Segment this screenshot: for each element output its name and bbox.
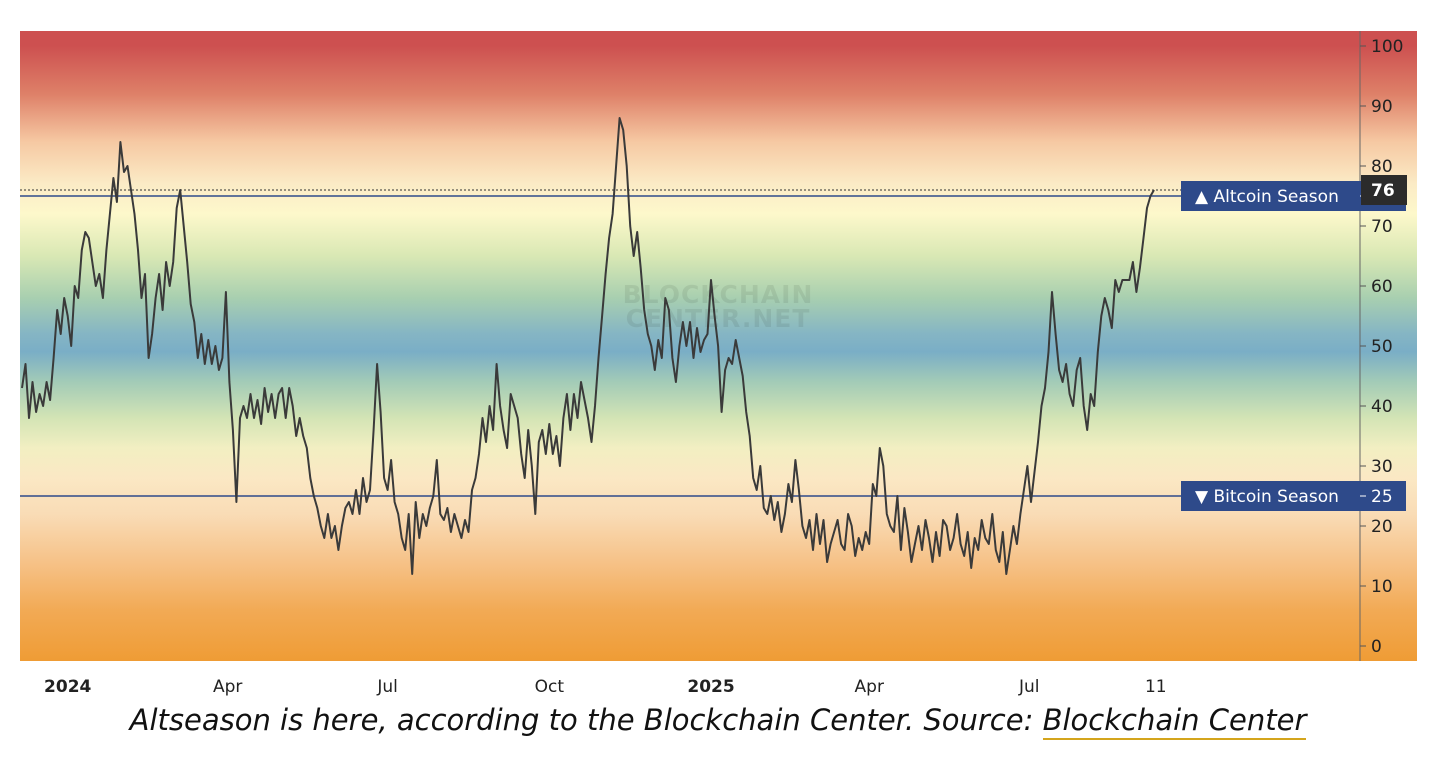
threshold-lines [20, 189, 1360, 497]
x-tick-label: Jul [376, 677, 398, 697]
threshold-badge-value: 25 [1371, 487, 1393, 507]
y-tick-label: 30 [1371, 457, 1393, 477]
y-tick-label: 50 [1371, 337, 1393, 357]
y-tick-label: 10 [1371, 577, 1393, 597]
last-value-badge-bg [1361, 175, 1407, 205]
y-tick-label: 70 [1371, 217, 1393, 237]
y-tick-label: 20 [1371, 517, 1393, 537]
chart-container: BLOCKCHAIN CENTER.NET 0 10 20 30 40 50 60 70 80 9… [20, 31, 1417, 697]
y-tick-label: 90 [1371, 97, 1393, 117]
x-tick-label: 2025 [687, 677, 734, 697]
x-tick-label: Oct [535, 677, 565, 697]
x-axis: 2024 Apr Jul Oct 2025 Apr Jul 11 [44, 677, 1167, 697]
last-value-label: 76 [1371, 181, 1395, 201]
threshold-badge-bg [1181, 481, 1406, 511]
y-tick-label: 0 [1371, 637, 1382, 657]
x-tick-label: 11 [1145, 677, 1167, 697]
caption-text: Altseason is here, according to the Bloc… [129, 703, 1043, 737]
x-tick-label: Jul [1018, 677, 1040, 697]
last-value-badge: 76 [1361, 175, 1407, 205]
threshold-badge-label: ▲ Altcoin Season [1195, 187, 1339, 207]
watermark-line-2: CENTER.NET [626, 304, 811, 333]
y-tick-label: 100 [1371, 37, 1403, 57]
threshold-badge: ▼ Bitcoin Season 25 [1181, 481, 1406, 511]
altcoin-season-index-chart: BLOCKCHAIN CENTER.NET 0 10 20 30 40 50 60 70 80 9… [20, 31, 1417, 697]
series-layer [21, 117, 1155, 575]
watermark-line-1: BLOCKCHAIN [623, 280, 814, 309]
threshold-badge-label: ▼ Bitcoin Season [1195, 487, 1339, 507]
series-line [21, 117, 1155, 575]
x-tick-label: 2024 [44, 677, 91, 697]
y-tick-label: 60 [1371, 277, 1393, 297]
x-tick-label: Apr [213, 677, 242, 697]
y-tick-label: 40 [1371, 397, 1393, 417]
y-axis: 0 10 20 30 40 50 60 70 80 90 100 [1359, 31, 1403, 661]
y-tick-label: 80 [1371, 157, 1393, 177]
source-link[interactable]: Blockchain Center [1042, 703, 1307, 740]
figure-caption: Altseason is here, according to the Bloc… [0, 703, 1436, 740]
x-tick-label: Apr [855, 677, 884, 697]
